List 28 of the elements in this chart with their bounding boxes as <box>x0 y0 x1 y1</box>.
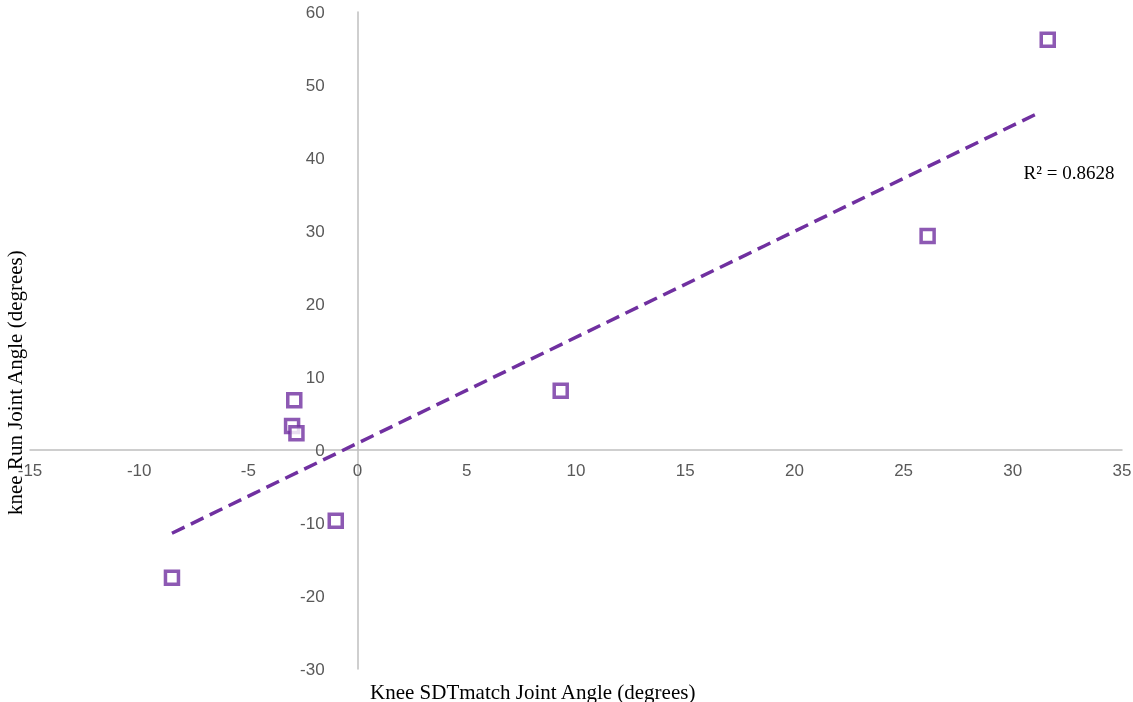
y-tick-label: 10 <box>305 367 325 387</box>
x-tick-label: 20 <box>784 461 804 480</box>
y-tick-label: 40 <box>305 148 325 168</box>
y-tick-label: -10 <box>300 513 325 533</box>
x-tick-label: 0 <box>352 461 363 480</box>
point <box>163 569 181 586</box>
y-tick-label: 20 <box>305 294 325 314</box>
x-tick-label: 30 <box>1003 461 1023 480</box>
point <box>327 512 345 530</box>
point <box>288 424 305 442</box>
y-tick-label: 30 <box>305 221 325 241</box>
x-tick-label: 5 <box>462 461 472 480</box>
point <box>552 382 569 400</box>
y-tick-label: -20 <box>300 586 325 606</box>
x-tick-label: 25 <box>894 461 914 480</box>
x-tick-label: 35 <box>1112 461 1132 480</box>
x-tick-label: -10 <box>126 461 152 480</box>
annotation: R² = 0.8628 <box>1023 161 1115 183</box>
x-tick-label: 15 <box>675 461 695 480</box>
point <box>919 227 936 245</box>
y-tick-label: 0 <box>315 440 325 460</box>
y-tick-label: -30 <box>300 659 325 679</box>
point <box>1039 31 1056 48</box>
x-tick-label: 10 <box>566 461 586 480</box>
y-tick-label: 50 <box>305 75 325 95</box>
point <box>286 392 303 409</box>
y-tick-label: 60 <box>305 2 325 22</box>
x-tick-label: -5 <box>240 461 256 480</box>
